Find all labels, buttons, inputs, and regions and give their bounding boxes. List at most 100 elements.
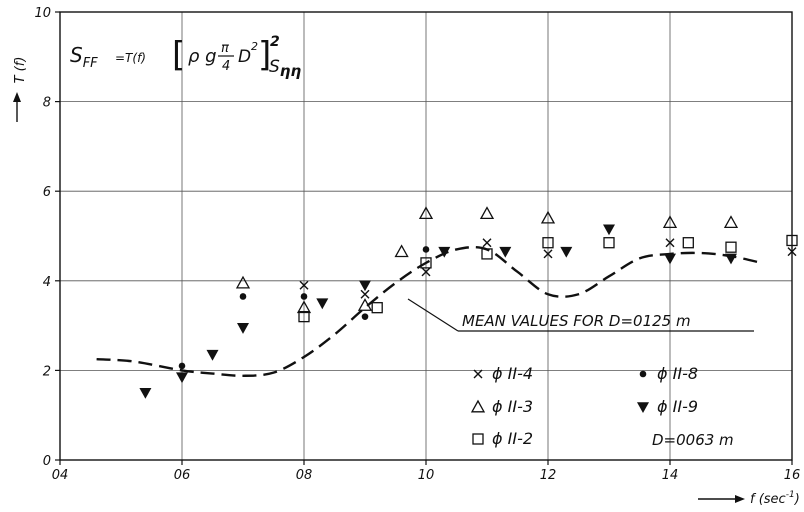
data-point [206,349,219,361]
data-point [543,249,553,259]
legend-label: ϕ II-8 [657,364,698,383]
data-point-stroke [482,238,492,248]
x-tick-label: 04 [52,468,69,483]
data-point [300,293,308,300]
formula-frac-den: 4 [222,59,230,74]
data-point-stroke [360,289,370,299]
data-point [394,244,409,258]
formula-bracket-close: ] [258,35,271,75]
data-point [139,388,152,399]
formula-d-exp: 2 [251,40,258,53]
data-point [316,298,329,310]
mean-values-annotation: MEAN VALUES FOR D=0125 m [407,298,754,332]
data-point [664,253,676,265]
y-tick-label: 4 [43,275,51,290]
grid [60,12,792,460]
data-point [239,293,247,300]
data-point [361,313,369,320]
mean-curve [96,246,762,377]
formula-lhs-s: S [70,43,83,67]
legend-label: ϕ II-4 [492,364,533,383]
data-point [725,241,737,253]
legend-diameter-note: D=0063 m [652,431,734,449]
annotation-leader [407,298,459,332]
formula: SFF =T(f) [ ρ g π 4 D 2 ] 2 Sηη [70,34,301,80]
x-axis-title-sup: -1 [786,490,795,500]
data-point [237,323,249,334]
formula-d: D [238,47,251,67]
data-point [296,300,312,314]
data-point [725,253,737,265]
data-point [560,246,573,258]
formula-rhs-sub: ηη [280,62,302,80]
y-axis-arrowhead [13,92,21,102]
x-tick-label: 16 [784,468,801,483]
data-point [178,362,186,370]
data-point [481,248,493,260]
legend-marker [639,370,647,378]
data-point-stroke [665,238,675,248]
x-axis-arrowhead [735,495,745,503]
legend-marker [637,402,649,413]
data-point-stroke [787,247,797,257]
formula-frac-num: π [221,41,229,56]
series-0 [299,238,797,299]
formula-rhs-s: S [269,57,280,77]
x-tick-label: 14 [662,468,679,483]
legend-label: ϕ II-9 [657,397,698,416]
legend-marker [470,399,486,413]
data-point-stroke [421,267,431,277]
legend-marker [473,369,483,379]
data-point [542,237,554,249]
data-point [499,246,512,258]
legend-marker-stroke [473,369,483,379]
data-point [360,289,370,299]
legend-marker [472,433,484,445]
x-axis-title: f (sec-1) [750,490,800,507]
formula-rho-g: ρ g [188,46,217,67]
series-1 [235,206,739,314]
data-point [482,238,492,248]
data-point [603,237,615,249]
data-point [438,246,451,258]
data-point [359,280,371,292]
data-point [371,302,383,314]
x-axis-title-main: f (sec [750,492,786,507]
data-point [418,206,434,220]
x-axis-label: f (sec-1) [698,490,800,507]
formula-rhs: Sηη [269,57,301,80]
data-point [786,234,798,247]
data-point [603,224,615,236]
x-axis-title-close: ) [794,492,800,507]
y-tick-label: 2 [43,364,51,379]
data-point [176,372,188,384]
mean-values-label: MEAN VALUES FOR D=0125 m [462,312,691,330]
mean-curve-line [96,246,762,377]
x-tick-label: 10 [418,468,435,483]
data-point [299,280,309,290]
formula-lhs-sub: FF [83,56,98,71]
y-axis-label: T (f) [13,57,28,122]
series-4 [139,224,737,399]
x-tick-label: 12 [540,468,557,483]
data-point [723,215,739,229]
data-points [139,206,798,399]
data-point [422,246,430,253]
legend: ϕ II-4 ϕ II-3 ϕ II-2 ϕ II-8 ϕ II-9 D=0063 m [470,364,734,449]
y-tick-label: 8 [43,96,51,111]
data-point-stroke [543,249,553,259]
data-point [540,210,556,224]
data-point-stroke [299,280,309,290]
legend-label: ϕ II-3 [492,397,533,416]
data-point [665,238,675,248]
formula-lhs: SFF [70,43,98,71]
y-tick-label: 6 [43,185,51,200]
data-point [662,215,678,229]
formula-outer-exp: 2 [270,34,280,50]
data-point [479,206,495,220]
y-tick-label: 10 [34,6,51,21]
y-tick-label: 0 [43,454,51,469]
data-point [421,267,431,277]
y-axis-title: T (f) [13,57,28,84]
